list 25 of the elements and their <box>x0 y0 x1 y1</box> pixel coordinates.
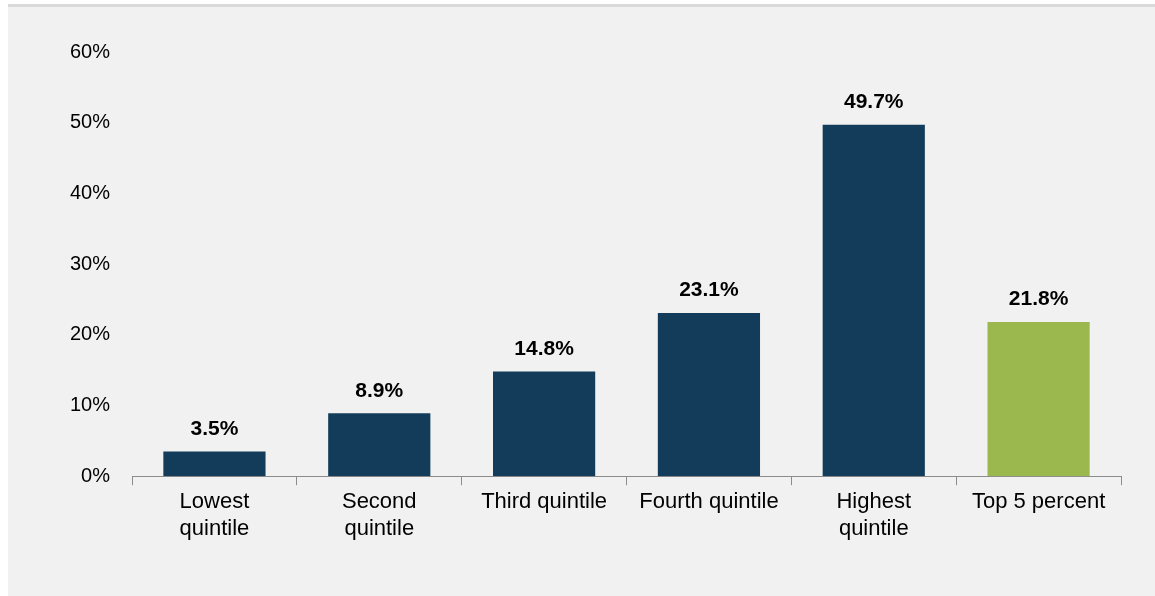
bar <box>657 312 761 477</box>
data-label: 3.5% <box>190 415 239 439</box>
y-tick-label: 20% <box>70 322 111 345</box>
x-tick-label: Lowest quintile <box>179 488 250 540</box>
bar <box>328 413 431 477</box>
x-tick-label: Top 5 percent <box>971 488 1106 514</box>
data-label: 14.8% <box>514 335 575 359</box>
x-tick-label: Second quintile <box>341 488 417 540</box>
bar <box>987 322 1090 477</box>
y-tick-label: 60% <box>70 39 111 62</box>
x-tick-label: Third quintile <box>481 488 608 514</box>
data-label: 23.1% <box>679 277 740 301</box>
y-tick-label: 50% <box>70 110 111 133</box>
y-tick-label: 10% <box>70 393 111 416</box>
y-tick-label: 0% <box>81 463 111 486</box>
x-tick-label: Fourth quintile <box>639 488 779 514</box>
bar <box>493 371 596 477</box>
y-tick-label: 30% <box>70 251 111 274</box>
y-tick-label: 40% <box>70 180 111 203</box>
data-label: 21.8% <box>1008 286 1069 310</box>
x-tick-label: Highest quintile <box>836 488 912 540</box>
data-label: 49.7% <box>843 89 904 113</box>
data-label: 8.9% <box>355 377 404 401</box>
bar <box>163 451 266 477</box>
bar <box>822 124 925 477</box>
